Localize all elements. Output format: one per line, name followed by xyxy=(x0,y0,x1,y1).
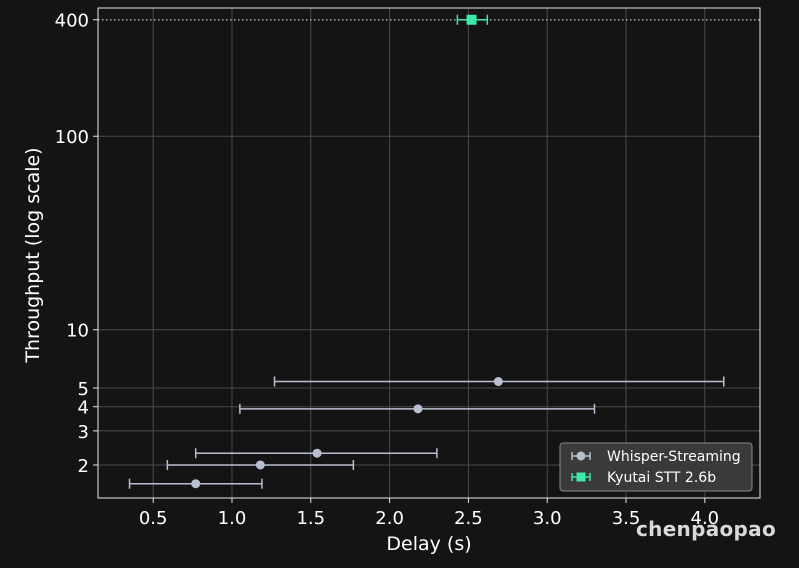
data-points xyxy=(128,14,725,489)
watermark-text: chenpaopao xyxy=(636,517,777,541)
data-point-circle xyxy=(493,377,503,387)
legend-marker-square xyxy=(576,472,586,482)
data-point-circle xyxy=(255,460,265,470)
legend-label: Whisper-Streaming xyxy=(607,449,741,465)
x-tick-label: 0.5 xyxy=(139,508,168,529)
y-tick-label: 10 xyxy=(66,321,89,342)
x-axis-label: Delay (s) xyxy=(386,533,471,555)
legend-box xyxy=(559,442,753,492)
x-tick-label: 3.0 xyxy=(533,508,562,529)
x-tick-label: 2.5 xyxy=(454,508,483,529)
x-ticks: 0.5 1.0 1.5 2.0 2.5 3.0 3.5 4.0 xyxy=(139,498,719,529)
legend-marker-circle xyxy=(576,451,586,461)
x-tick-label: 3.5 xyxy=(612,508,641,529)
y-tick-label: 3 xyxy=(78,422,89,443)
plot-frame xyxy=(97,7,761,499)
data-point-circle xyxy=(413,404,423,414)
data-point-square xyxy=(466,14,477,25)
y-tick-label: 400 xyxy=(55,11,89,32)
y-tick-label: 5 xyxy=(78,379,89,400)
x-tick-label: 2.0 xyxy=(375,508,404,529)
data-point-circle xyxy=(191,479,201,489)
data-point-circle xyxy=(312,448,322,458)
y-axis-label: Throughput (log scale) xyxy=(22,147,44,363)
x-tick-label: 1.0 xyxy=(218,508,247,529)
grid xyxy=(98,8,760,498)
legend-label: Kyutai STT 2.6b xyxy=(607,470,716,486)
x-tick-label: 1.5 xyxy=(296,508,325,529)
y-tick-label: 100 xyxy=(55,127,89,148)
x-tick-label: 4.0 xyxy=(691,508,720,529)
y-tick-label: 4 xyxy=(78,398,89,419)
y-tick-label: 2 xyxy=(78,456,89,477)
y-ticks: 2 3 45 10 100 400 xyxy=(55,11,98,477)
legend: Whisper-Streaming Kyutai STT 2.6b xyxy=(559,442,753,492)
